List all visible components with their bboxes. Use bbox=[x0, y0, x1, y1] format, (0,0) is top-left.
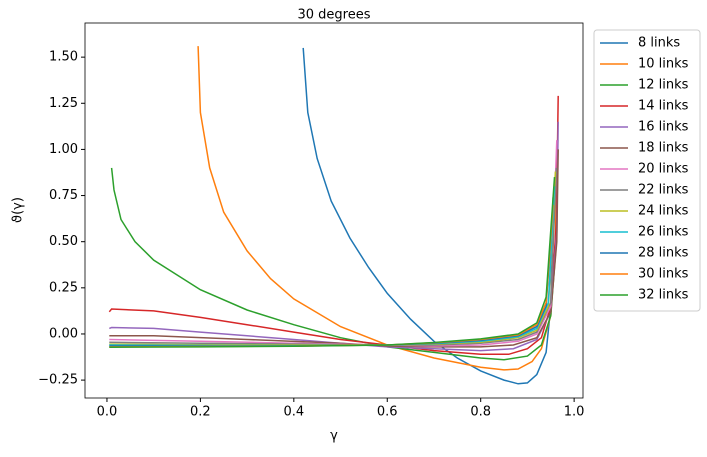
series-line bbox=[109, 223, 553, 347]
y-tick-label: 1.50 bbox=[49, 50, 78, 65]
x-tick-label: 1.0 bbox=[564, 405, 585, 420]
y-tick-label: 0.00 bbox=[49, 326, 78, 341]
legend-label: 28 links bbox=[638, 246, 689, 261]
legend-label: 10 links bbox=[638, 57, 689, 72]
legend-label: 18 links bbox=[638, 141, 689, 156]
legend-label: 12 links bbox=[638, 78, 689, 93]
x-tick-label: 0.6 bbox=[377, 405, 398, 420]
y-tick-label: 0.50 bbox=[49, 234, 78, 249]
chart-title: 30 degrees bbox=[297, 8, 370, 23]
series-line bbox=[197, 46, 558, 371]
legend-box bbox=[593, 29, 701, 312]
series-line bbox=[302, 47, 554, 385]
x-tick-label: 0.4 bbox=[283, 405, 304, 420]
plot-frame bbox=[84, 22, 584, 399]
x-tick-label: 0.8 bbox=[470, 405, 491, 420]
legend-label: 16 links bbox=[638, 120, 689, 135]
x-axis-label: γ bbox=[330, 429, 338, 444]
x-tick-label: 0.2 bbox=[190, 405, 211, 420]
legend-label: 14 links bbox=[638, 99, 689, 114]
y-tick-label: 1.25 bbox=[49, 96, 78, 111]
series-line bbox=[109, 149, 559, 348]
series-line bbox=[109, 177, 556, 348]
series-line bbox=[109, 121, 559, 352]
series-line bbox=[109, 171, 557, 346]
y-axis-label: ϑ(γ) bbox=[11, 197, 26, 223]
legend-label: 8 links bbox=[638, 36, 680, 51]
legend-label: 22 links bbox=[638, 183, 689, 198]
series-line bbox=[109, 140, 558, 347]
series-line bbox=[109, 204, 554, 348]
y-tick-label: −0.25 bbox=[38, 373, 78, 388]
y-tick-label: 1.00 bbox=[49, 142, 78, 157]
y-tick-label: 0.75 bbox=[49, 188, 78, 203]
y-tick-label: 0.25 bbox=[49, 280, 78, 295]
legend-label: 32 links bbox=[638, 288, 689, 303]
series-line bbox=[110, 140, 559, 361]
series-line bbox=[108, 95, 559, 356]
legend-label: 30 links bbox=[638, 267, 689, 282]
series-line bbox=[109, 167, 558, 346]
legend-label: 24 links bbox=[638, 204, 689, 219]
x-tick-label: 0.0 bbox=[97, 405, 118, 420]
legend-label: 20 links bbox=[638, 162, 689, 177]
legend-label: 26 links bbox=[638, 225, 689, 240]
